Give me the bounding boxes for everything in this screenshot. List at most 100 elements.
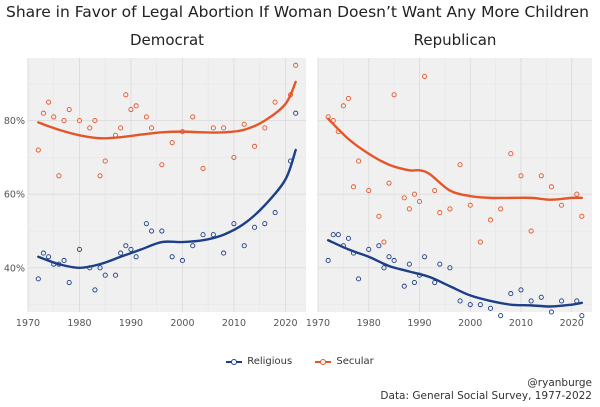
data-point-religious [128,246,134,252]
data-point-secular [376,213,382,219]
data-point-secular [508,151,514,157]
data-point-religious [432,280,438,286]
data-point-secular [97,173,103,179]
data-point-secular [87,125,93,131]
data-point-religious [102,272,108,278]
data-point-secular [143,114,149,120]
data-point-secular [56,173,62,179]
trend-line-secular [37,80,297,140]
data-point-religious [559,298,565,304]
data-point-religious [457,298,463,304]
data-point-religious [272,210,278,216]
data-point-religious [330,232,336,238]
data-point-religious [200,232,206,238]
data-point-religious [251,224,258,230]
data-point-religious [112,272,119,278]
data-point-secular [241,121,247,127]
x-tick-label: 1990 [119,318,143,329]
data-point-religious [386,254,392,260]
data-point-religious [35,276,41,282]
y-tick-label: 80% [4,116,25,127]
data-point-secular [123,92,129,98]
data-point-secular [528,228,534,234]
y-tick-label: 60% [4,190,25,201]
trend-line-secular [326,117,584,201]
data-point-religious [406,261,412,267]
data-point-religious [487,305,494,311]
data-point-secular [293,62,299,68]
x-tick-label: 1990 [407,318,431,329]
data-point-religious [169,254,175,260]
trend-line-religious [37,148,297,270]
data-point-secular [159,162,165,168]
y-tick-label: 40% [4,263,25,274]
data-point-religious [335,232,341,238]
legend-item-secular: Secular [315,356,374,367]
data-point-secular [46,99,52,105]
data-point-secular [538,173,544,179]
data-point-religious [538,294,544,300]
data-point-secular [149,125,155,131]
data-point-secular [437,210,443,216]
legend-swatch-religious [226,357,243,367]
data-point-secular [66,106,72,113]
data-point-secular [61,118,67,124]
data-point-secular [40,110,46,116]
credit-source: Data: General Social Survey, 1977-2022 [380,390,592,402]
data-point-religious [381,265,387,271]
data-point-religious [262,221,268,227]
credit-block: @ryanburge Data: General Social Survey, … [380,377,592,403]
panel-title-republican: Republican [414,31,497,49]
data-point-secular [406,206,412,212]
data-point-secular [381,239,387,245]
data-point-secular [467,202,473,208]
legend-label-religious: Religious [247,356,293,367]
data-point-religious [345,235,351,241]
data-point-religious [477,302,483,308]
data-point-secular [574,191,580,197]
data-point-secular [221,125,227,131]
data-point-religious [401,283,407,289]
data-point-secular [386,180,392,186]
data-point-religious [76,246,83,252]
data-point-religious [422,254,428,260]
data-point-secular [411,191,417,197]
data-point-religious [149,228,155,234]
chart-title: Share in Favor of Legal Abortion If Woma… [6,3,589,21]
data-point-religious [46,254,52,260]
data-point-secular [366,187,372,194]
legend: Religious Secular [0,356,600,370]
data-point-secular [200,165,206,171]
data-point-religious [40,250,46,256]
data-point-secular [102,158,108,164]
panel-democrat: Democrat 40% 60% 80% 1970 1980 1990 2000 2010 202… [4,31,306,329]
data-point-religious [231,221,237,227]
x-tick-label: 2000 [170,318,194,329]
x-tick-label: 2020 [560,318,584,329]
data-point-religious [325,257,331,264]
panel-title-democrat: Democrat [130,31,204,49]
x-tick-label: 1980 [357,318,381,329]
data-point-secular [345,95,351,102]
data-point-secular [559,202,565,208]
data-point-secular [356,158,362,164]
data-point-religious [66,280,72,286]
data-point-religious [518,287,524,293]
data-point-religious [447,265,453,271]
x-tick-label: 1970 [306,318,330,329]
data-point-religious [143,221,149,227]
legend-swatch-secular [315,357,332,367]
data-point-secular [350,184,357,190]
data-point-secular [401,195,407,201]
x-tick-label: 2010 [509,318,533,329]
data-point-religious [528,298,534,304]
x-tick-label: 2020 [273,318,297,329]
data-point-secular [447,206,453,212]
data-point-secular [262,125,268,131]
data-point-religious [159,228,165,234]
data-point-religious [97,265,103,271]
panel-background [28,58,306,312]
data-point-religious [293,110,299,116]
data-point-religious [548,309,554,315]
